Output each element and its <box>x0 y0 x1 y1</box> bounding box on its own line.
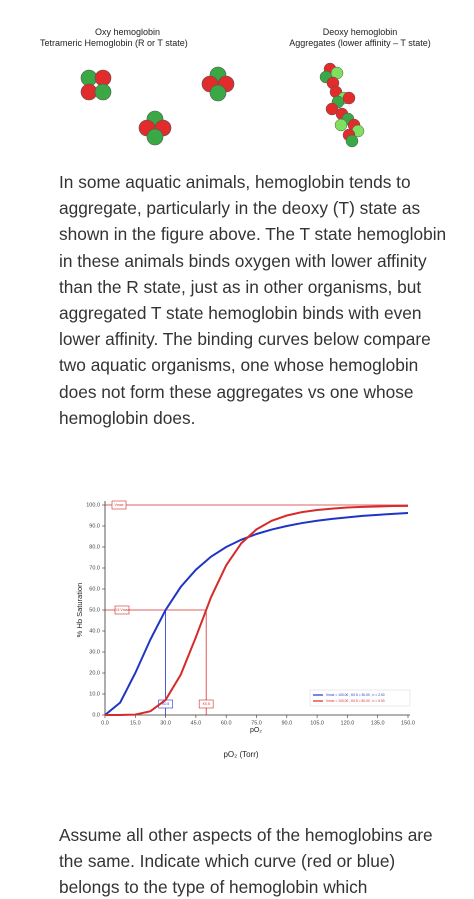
hemoglobin-figure <box>80 62 365 148</box>
legend: Vmax = 100.00 , K0.5 = 30.00 , n = 2.00 V… <box>309 689 411 707</box>
right-caption: Deoxy hemoglobin Aggregates (lower affin… <box>270 27 450 49</box>
y-tick-label: 90.0 <box>89 523 100 529</box>
curve <box>105 504 409 716</box>
aggregate <box>319 62 365 148</box>
annotation-box <box>114 605 130 615</box>
annotation: Vmax <box>115 503 124 507</box>
x-tick-label: 90.0 <box>281 720 292 726</box>
x-tick-label: 75.0 <box>251 720 262 726</box>
question-paragraph: Assume all other aspects of the hemoglob… <box>59 825 433 898</box>
annotation-box <box>111 500 127 510</box>
y-tick-label: 0.0 <box>92 712 100 718</box>
caption-line: Aggregates (lower affinity – T state) <box>289 38 431 48</box>
y-axis-label: % Hb Saturation <box>75 583 84 638</box>
x-tick-label: 15.0 <box>130 720 141 726</box>
x-tick-label: 105.0 <box>310 720 324 726</box>
x-axis-label: pO₂ <box>250 727 262 734</box>
y-tick-label: 40.0 <box>89 628 100 634</box>
annotation: K0.5 <box>203 702 210 706</box>
x-tick-label: 135.0 <box>371 720 385 726</box>
caption-line: Deoxy hemoglobin <box>322 27 398 37</box>
y-tick-label: 10.0 <box>89 691 100 697</box>
question-paragraph: In some aquatic animals, hemoglobin tend… <box>59 172 447 428</box>
curve <box>104 511 409 716</box>
annotation: K0.5 <box>162 702 169 706</box>
annotation-box <box>198 699 214 709</box>
caption-line: Oxy hemoglobin <box>95 27 161 37</box>
x-tick-label: 120.0 <box>341 720 355 726</box>
y-tick-label: 20.0 <box>89 670 100 676</box>
y-tick-label: 60.0 <box>89 586 100 592</box>
legend-label: Vmax = 100.00 , K0.5 = 30.00 , n = 2.00 <box>326 693 385 697</box>
caption-line: Tetrameric Hemoglobin (R or T state) <box>40 38 188 48</box>
x-tick-label: 150.0 <box>401 720 415 726</box>
y-tick-label: 50.0 <box>89 607 100 613</box>
x-tick-label: 30.0 <box>160 720 171 726</box>
binding-chart: 0.0 10.0 20.0 30.0 40.0 50.0 60.0 70.0 80.0 90.0 1… <box>75 500 415 759</box>
tetramer <box>80 69 112 101</box>
left-caption: Oxy hemoglobin Tetrameric Hemoglobin (R … <box>40 27 270 49</box>
y-tick-label: 30.0 <box>89 649 100 655</box>
y-tick-label: 100.0 <box>86 502 100 508</box>
x-axis-caption: pO₂ (Torr) <box>223 750 258 759</box>
x-tick-label: 45.0 <box>191 720 202 726</box>
y-tick-label: 70.0 <box>89 565 100 571</box>
y-tick-label: 80.0 <box>89 544 100 550</box>
x-tick-label: 60.0 <box>221 720 232 726</box>
legend-label: Vmax = 100.00 , K0.5 = 50.00 , n = 5.00 <box>326 699 385 703</box>
annotation: 0.5 Vmax <box>115 608 130 612</box>
legend-box <box>309 689 411 707</box>
tetramer <box>138 110 172 146</box>
x-tick-label: 0.0 <box>101 720 109 726</box>
tetramer <box>201 66 235 102</box>
